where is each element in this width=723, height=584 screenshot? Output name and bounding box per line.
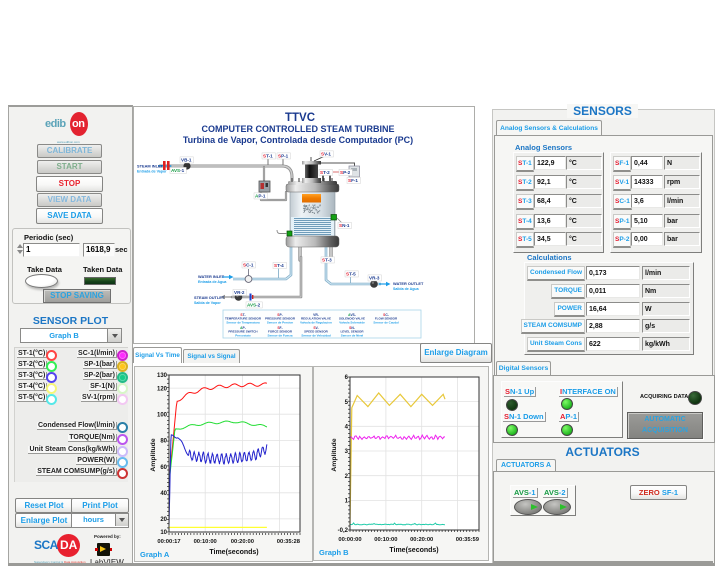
svg-text:Valvula de Regulacion: Valvula de Regulacion: [300, 320, 332, 324]
svg-text:130: 130: [157, 373, 168, 379]
svg-text:80: 80: [160, 439, 167, 445]
svg-text:VR-3: VR-3: [369, 276, 380, 281]
svg-text:ST-4: ST-4: [274, 263, 284, 268]
svg-text:Graph B: Graph B: [319, 548, 349, 557]
svg-text:00:35:28: 00:35:28: [277, 539, 301, 545]
svg-text:ST-5: ST-5: [346, 272, 356, 277]
svg-text:LEVEL SENSOR: LEVEL SENSOR: [340, 330, 364, 334]
svg-text:SC-: SC-: [383, 313, 389, 317]
svg-text:TEMPERATURE SENSOR: TEMPERATURE SENSOR: [225, 317, 262, 321]
svg-text:00:00:17: 00:00:17: [157, 539, 180, 545]
svg-text:-0,2: -0,2: [338, 528, 349, 534]
svg-text:10: 10: [160, 530, 167, 536]
svg-text:1: 1: [345, 499, 349, 505]
svg-text:WATER INLET: WATER INLET: [198, 274, 225, 279]
svg-text:SOLENOID VALVE: SOLENOID VALVE: [339, 317, 365, 321]
svg-text:Salida de Vapor: Salida de Vapor: [194, 301, 221, 305]
svg-text:100: 100: [157, 412, 168, 418]
svg-text:PRESSURE SENSOR: PRESSURE SENSOR: [265, 317, 296, 321]
svg-text:STEAM OUTLET: STEAM OUTLET: [194, 295, 225, 300]
svg-text:ST-2: ST-2: [320, 170, 330, 175]
svg-text:00:35:59: 00:35:59: [456, 537, 480, 543]
svg-text:SN-1: SN-1: [339, 223, 350, 228]
svg-text:AVS-2: AVS-2: [247, 303, 261, 308]
svg-text:PRESSURE SWITCH: PRESSURE SWITCH: [228, 330, 257, 334]
svg-text:Presostato: Presostato: [235, 333, 251, 337]
svg-text:00:10:00: 00:10:00: [194, 539, 217, 545]
svg-text:Sensor de Temperatura: Sensor de Temperatura: [226, 320, 260, 324]
svg-text:ST-3: ST-3: [322, 258, 332, 263]
svg-text:SF-1: SF-1: [348, 178, 358, 183]
svg-text:3: 3: [345, 449, 349, 455]
svg-text:Amplitude: Amplitude: [150, 438, 157, 471]
svg-text:00:20:00: 00:20:00: [231, 539, 254, 545]
svg-text:40: 40: [160, 491, 167, 497]
svg-text:AP-1: AP-1: [255, 194, 266, 199]
svg-text:120: 120: [157, 386, 168, 392]
svg-text:SF-: SF-: [277, 326, 282, 330]
svg-text:Graph A: Graph A: [140, 550, 170, 559]
svg-text:20: 20: [160, 517, 167, 523]
svg-text:5: 5: [345, 400, 349, 406]
svg-text:Sensor de Nivel: Sensor de Nivel: [341, 333, 364, 337]
svg-text:Salida de Agua: Salida de Agua: [393, 287, 420, 291]
svg-text:60: 60: [160, 465, 167, 471]
svg-text:FORCE SENSOR: FORCE SENSOR: [268, 330, 293, 334]
svg-text:REGULATION VALVE: REGULATION VALVE: [301, 317, 331, 321]
svg-text:Valvula Solenoide: Valvula Solenoide: [339, 320, 365, 324]
svg-text:VR-: VR-: [313, 313, 319, 317]
svg-text:Amplitude: Amplitude: [331, 438, 338, 471]
svg-text:SV-1: SV-1: [321, 152, 331, 157]
svg-text:4: 4: [345, 425, 349, 431]
svg-text:STEAM INLET: STEAM INLET: [137, 164, 164, 169]
svg-text:Sensor de Presion: Sensor de Presion: [267, 320, 294, 324]
svg-text:SP-2: SP-2: [340, 170, 351, 175]
svg-text:Sensor de Velocidad: Sensor de Velocidad: [301, 333, 331, 337]
svg-text:SP-: SP-: [277, 313, 283, 317]
svg-text:Entrada de Agua: Entrada de Agua: [198, 280, 227, 284]
svg-text:ST-1: ST-1: [263, 154, 273, 159]
svg-text:VR-2: VR-2: [234, 290, 245, 295]
svg-text:SP-1: SP-1: [278, 154, 289, 159]
svg-text:00:00:00: 00:00:00: [338, 537, 361, 543]
svg-text:Sensor de Fuerza: Sensor de Fuerza: [267, 333, 292, 337]
svg-text:Sensor de Caudal: Sensor de Caudal: [373, 320, 399, 324]
svg-text:WATER OUTLET: WATER OUTLET: [393, 281, 424, 286]
svg-text:Entrada de Vapor: Entrada de Vapor: [137, 170, 167, 174]
svg-text:AVS-: AVS-: [348, 313, 356, 317]
svg-text:AP-: AP-: [240, 326, 246, 330]
svg-text:SN-: SN-: [349, 326, 355, 330]
svg-text:VB-1: VB-1: [181, 158, 192, 163]
svg-text:SV-: SV-: [313, 326, 318, 330]
svg-text:ST-: ST-: [240, 313, 245, 317]
svg-text:AVS-1: AVS-1: [171, 168, 185, 173]
svg-text:00:10:00: 00:10:00: [374, 537, 397, 543]
svg-text:Time(seconds): Time(seconds): [209, 549, 258, 556]
svg-text:6: 6: [345, 375, 349, 381]
svg-text:2: 2: [345, 474, 349, 480]
svg-text:FLOW SENSOR: FLOW SENSOR: [375, 317, 398, 321]
svg-text:00:20:00: 00:20:00: [410, 537, 433, 543]
svg-text:SPEED SENSOR: SPEED SENSOR: [304, 330, 329, 334]
svg-text:SC-1: SC-1: [243, 263, 254, 268]
svg-text:Time(seconds): Time(seconds): [389, 547, 438, 554]
